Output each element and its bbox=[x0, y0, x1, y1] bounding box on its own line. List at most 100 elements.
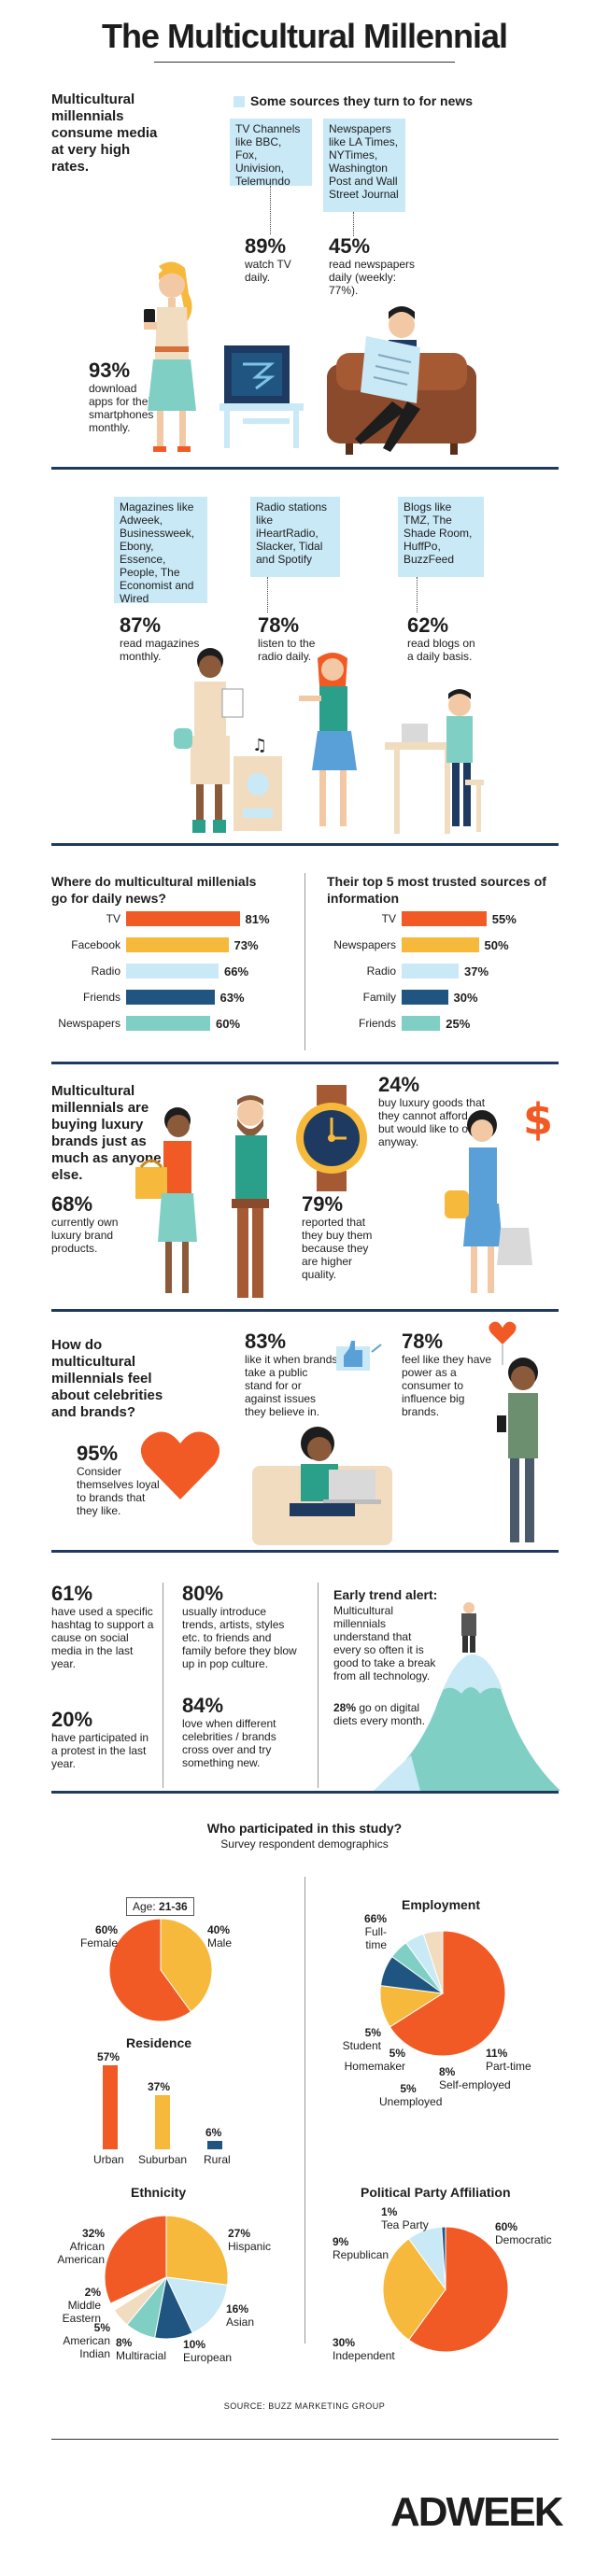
section3-floor bbox=[51, 1062, 559, 1064]
right-bar-value-3: 30% bbox=[453, 990, 478, 1005]
party-text-3: Tea Party bbox=[381, 2218, 429, 2231]
tv-connector bbox=[270, 186, 271, 234]
ethnicity-label-1: 16% Asian bbox=[226, 2302, 254, 2329]
man-watch-illustration bbox=[232, 1095, 269, 1298]
party-pie bbox=[382, 2226, 509, 2353]
right-bar-4 bbox=[402, 1016, 441, 1031]
ethnicity-value-3: 8% bbox=[116, 2336, 133, 2349]
man-newspaper-illustration bbox=[327, 306, 476, 455]
blog-pct: 62% bbox=[407, 613, 449, 637]
left-bar-label-0: TV bbox=[106, 912, 120, 925]
hashtag-text: have used a specific hashtag to support … bbox=[51, 1605, 154, 1670]
blogs-box: Blogs like TMZ, The Shade Room, HuffPo, … bbox=[398, 497, 484, 577]
right-bar-row-4: Friends 25% bbox=[327, 1015, 470, 1032]
right-bar-label-1: Newspapers bbox=[333, 938, 396, 951]
residence-chart: 57% Urban 37% Suburban 6% Rural bbox=[93, 2050, 243, 2166]
diet-pct: 28% bbox=[333, 1701, 357, 1714]
apps-stat: 93% download apps for their smartphones … bbox=[89, 359, 163, 435]
radio-box: Radio stations like iHeartRadio, Slacker… bbox=[250, 497, 340, 577]
female-pct: 60% bbox=[94, 1923, 118, 1936]
party-value-0: 60% bbox=[495, 2220, 518, 2233]
loyal-text: Consider themselves loyal to brands that… bbox=[77, 1465, 160, 1517]
section5-floor bbox=[51, 1550, 559, 1553]
protest-stat: 20% have participated in a protest in th… bbox=[51, 1709, 154, 1771]
female-text: Female bbox=[80, 1936, 119, 1950]
employment-label-1: 11% Part-time bbox=[486, 2047, 531, 2073]
age-badge: Age: 21-36 bbox=[126, 1897, 194, 1916]
left-bar-label-3: Friends bbox=[82, 991, 120, 1004]
employment-value-3: 5% bbox=[400, 2082, 417, 2095]
gender-slice-0 bbox=[160, 1918, 213, 2013]
right-bar-value-0: 55% bbox=[491, 911, 517, 926]
party-label-0: 60% Democratic bbox=[495, 2220, 552, 2246]
magazine-stat: 87% read magazines monthly. bbox=[120, 614, 204, 664]
right-bar-label-4: Friends bbox=[358, 1017, 396, 1030]
ethnicity-title: Ethnicity bbox=[131, 2185, 187, 2200]
section4-floor bbox=[51, 1309, 559, 1312]
woman-magazine-illustration bbox=[174, 648, 244, 833]
residence-value-1: 37% bbox=[148, 2079, 171, 2093]
party-value-3: 1% bbox=[381, 2205, 398, 2218]
left-bar-row-3: Friends 63% bbox=[51, 989, 245, 1006]
demographics-divider bbox=[304, 1877, 305, 2344]
watch-icon bbox=[296, 1085, 367, 1191]
ethnicity-text-1: Asian bbox=[226, 2316, 255, 2329]
hashtag-stat: 61% have used a specific hashtag to supp… bbox=[51, 1583, 154, 1671]
age-label: Age: bbox=[133, 1900, 156, 1913]
right-bar-label-0: TV bbox=[381, 912, 396, 925]
party-value-2: 9% bbox=[333, 2235, 349, 2248]
ethnicity-label-6: 32% African American bbox=[47, 2227, 105, 2266]
male-label: 40% Male bbox=[207, 1923, 232, 1950]
trends-stat: 80% usually introduce trends, artists, s… bbox=[182, 1583, 304, 1671]
party-slice-1 bbox=[382, 2238, 446, 2341]
ethnicity-label-3: 8% Multiracial bbox=[116, 2336, 166, 2362]
ethnicity-text-4: American Indian bbox=[63, 2334, 110, 2360]
employment-text-3: Unemployed bbox=[379, 2095, 443, 2108]
ethnicity-label-4: 5% American Indian bbox=[45, 2321, 110, 2360]
right-bar-value-4: 25% bbox=[446, 1016, 471, 1031]
loyal-pct: 95% bbox=[77, 1442, 119, 1465]
right-bar-3 bbox=[402, 990, 448, 1005]
trusted-sources-chart: TV 55% Newspapers 50% Radio 37% Family 3… bbox=[327, 910, 570, 1050]
thumbs-up-icon bbox=[336, 1341, 382, 1371]
ethnicity-label-5: 2% Middle Eastern bbox=[45, 2286, 101, 2325]
party-slice-3 bbox=[441, 2226, 446, 2290]
right-bar-value-2: 37% bbox=[464, 964, 489, 978]
right-bar-label-3: Family bbox=[362, 991, 396, 1004]
ethnicity-text-6: African American bbox=[57, 2240, 105, 2266]
left-bar-row-1: Facebook 73% bbox=[51, 936, 259, 953]
right-bar-2 bbox=[402, 964, 460, 978]
man-laptop-illustration bbox=[385, 689, 484, 834]
np-connector bbox=[353, 212, 354, 236]
apps-text: download apps for their smartphones mont… bbox=[89, 382, 155, 434]
residence-value-0: 57% bbox=[97, 2050, 120, 2063]
left-bar-label-2: Radio bbox=[91, 964, 120, 978]
ethnicity-text-0: Hispanic bbox=[228, 2240, 272, 2253]
gender-slice-1 bbox=[108, 1918, 192, 2022]
afford-text: buy luxury goods that they cannot afford… bbox=[378, 1096, 486, 1148]
woman-radio-illustration bbox=[299, 653, 357, 826]
male-pct: 40% bbox=[207, 1923, 231, 1936]
quality-text: reported that they buy them because they… bbox=[302, 1216, 373, 1281]
radio-text: listen to the radio daily. bbox=[258, 637, 316, 663]
party-label-1: 30% Independent bbox=[333, 2336, 395, 2362]
demographics-title: Who participated in this study? bbox=[206, 1821, 403, 1836]
party-value-1: 30% bbox=[333, 2336, 356, 2349]
right-bar-1 bbox=[402, 937, 479, 952]
page-title: The Multicultural Millennial bbox=[101, 17, 508, 55]
sources-header: Some sources they turn to for news bbox=[250, 93, 474, 108]
left-bar-value-1: 73% bbox=[234, 937, 259, 952]
right-bar-row-1: Newspapers 50% bbox=[327, 936, 509, 953]
heart-icon bbox=[140, 1431, 220, 1499]
left-bar-1 bbox=[126, 937, 229, 952]
np-text: read newspapers daily (weekly: 77%). bbox=[329, 258, 416, 297]
loyal-stat: 95% Consider themselves loyal to brands … bbox=[77, 1442, 161, 1518]
section2-floor bbox=[51, 843, 559, 846]
ethnicity-slice-1 bbox=[165, 2276, 229, 2334]
tv-stat: 89% watch TV daily. bbox=[245, 235, 319, 285]
ethnicity-value-1: 16% bbox=[226, 2302, 249, 2316]
trusted-sources-title: Their top 5 most trusted sources of info… bbox=[327, 874, 546, 906]
age-value: 21-36 bbox=[159, 1900, 188, 1913]
digital-diet-stat: 28% go on digital diets every month. bbox=[333, 1701, 427, 1727]
blog-stat: 62% read blogs on a daily basis. bbox=[407, 613, 482, 664]
